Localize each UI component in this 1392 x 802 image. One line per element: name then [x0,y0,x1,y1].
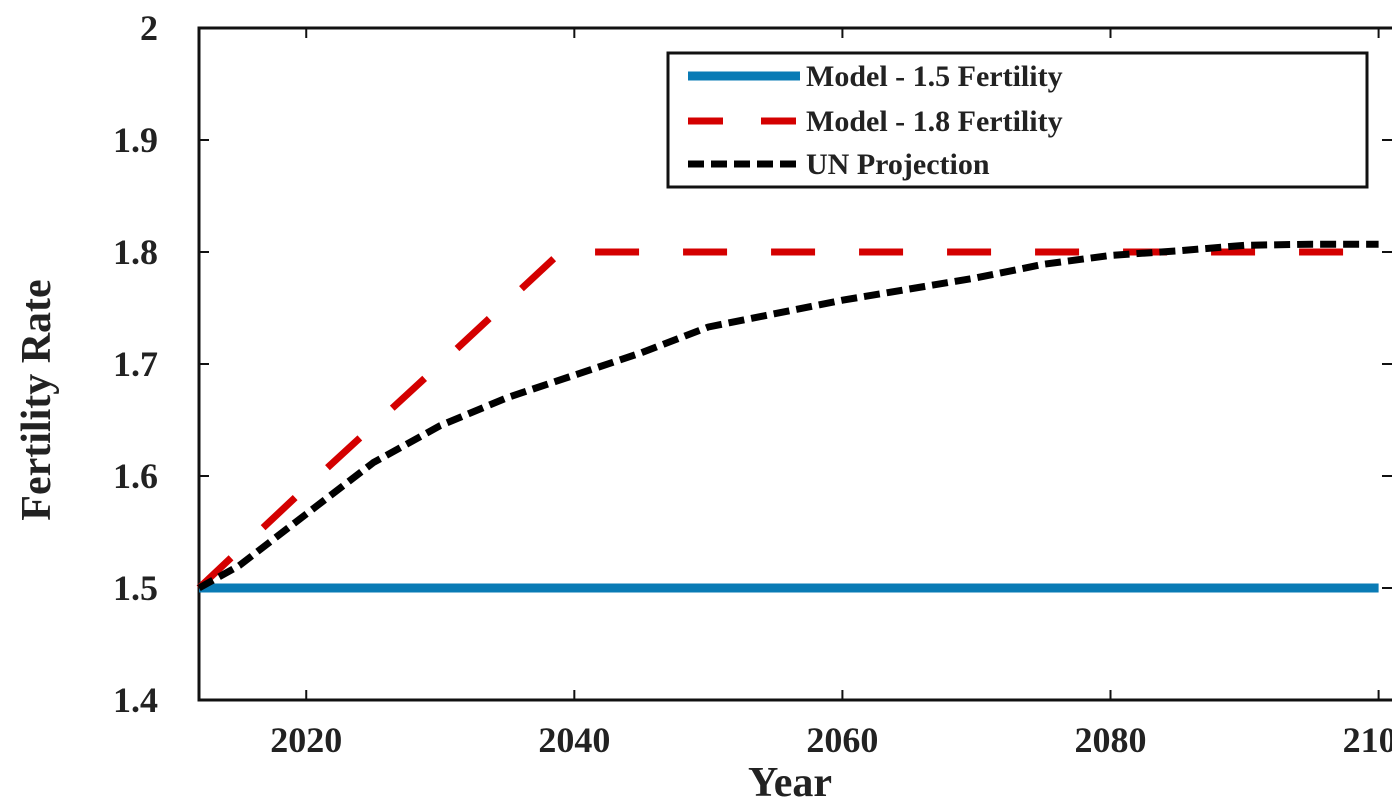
y-tick-label: 1.8 [113,232,158,272]
y-tick-label: 1.5 [113,568,158,608]
legend-label: UN Projection [806,148,990,181]
y-axis: 1.4 1.5 1.6 1.7 1.8 1.9 2 [113,8,1392,720]
y-tick-label: 1.9 [113,120,158,160]
x-tick-label: 2020 [270,720,342,760]
x-axis-title: Year [748,760,832,802]
y-tick-label: 1.7 [113,344,158,384]
series-line-3 [197,240,1379,592]
series-line-2 [196,248,1379,591]
y-tick-label: 1.6 [113,456,158,496]
legend: Model - 1.5 Fertility Model - 1.8 Fertili… [666,51,1369,189]
legend-label: Model - 1.5 Fertility [806,60,1063,93]
x-tick-label: 2040 [538,720,610,760]
x-tick-label: 2080 [1075,720,1147,760]
legend-label: Model - 1.8 Fertility [806,105,1063,138]
x-axis: 2020 2040 2060 2080 2100 [270,28,1392,760]
y-tick-label: 2 [140,8,158,48]
x-tick-label: 2060 [806,720,878,760]
series-layer [196,240,1379,593]
y-axis-title: Fertility Rate [14,279,60,520]
y-tick-label: 1.4 [113,680,158,720]
x-tick-label: 2100 [1343,720,1392,760]
